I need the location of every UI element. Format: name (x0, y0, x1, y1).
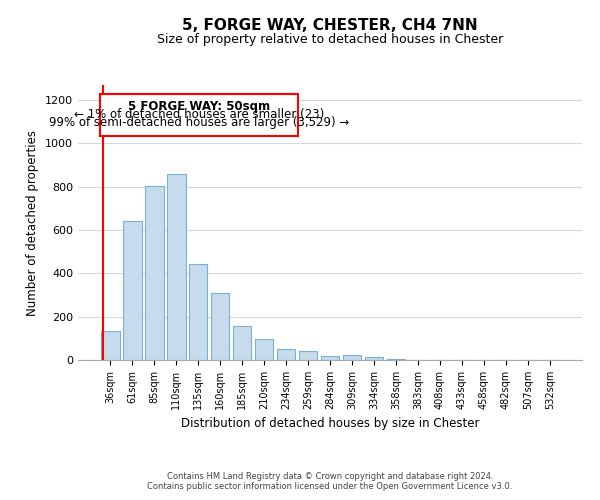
Bar (365, 358, 383, 360)
Text: Contains HM Land Registry data © Crown copyright and database right 2024.: Contains HM Land Registry data © Crown c… (167, 472, 493, 481)
Bar (167, 174, 185, 360)
Bar (277, 348, 295, 360)
Text: Size of property relative to detached houses in Chester: Size of property relative to detached ho… (157, 32, 503, 46)
Text: 5 FORGE WAY: 50sqm: 5 FORGE WAY: 50sqm (128, 100, 271, 112)
Bar (211, 294, 229, 360)
Bar (123, 221, 142, 360)
Bar (233, 326, 251, 360)
Bar (343, 355, 361, 360)
Bar (386, 359, 405, 360)
Bar (101, 331, 119, 360)
X-axis label: Distribution of detached houses by size in Chester: Distribution of detached houses by size … (181, 418, 479, 430)
Bar (320, 356, 340, 360)
Bar (145, 186, 164, 360)
Bar (299, 350, 317, 360)
Bar (255, 340, 274, 360)
Bar (189, 264, 208, 360)
Text: Contains public sector information licensed under the Open Government Licence v3: Contains public sector information licen… (148, 482, 512, 491)
Text: ← 1% of detached houses are smaller (23): ← 1% of detached houses are smaller (23) (74, 108, 325, 122)
Text: 5, FORGE WAY, CHESTER, CH4 7NN: 5, FORGE WAY, CHESTER, CH4 7NN (182, 18, 478, 32)
FancyBboxPatch shape (100, 94, 298, 136)
Text: 99% of semi-detached houses are larger (3,529) →: 99% of semi-detached houses are larger (… (49, 116, 349, 130)
Y-axis label: Number of detached properties: Number of detached properties (26, 130, 40, 316)
